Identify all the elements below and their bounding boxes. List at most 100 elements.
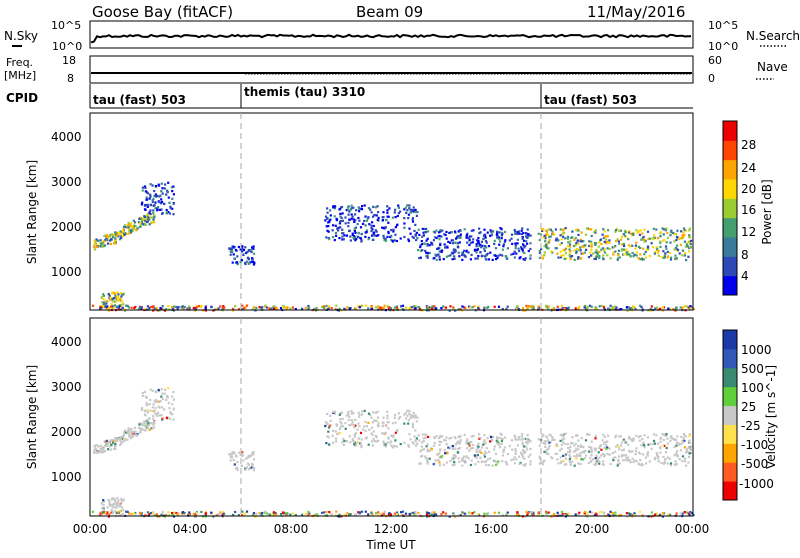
- velocity-echo: [457, 435, 460, 438]
- power-echo: [124, 224, 127, 227]
- power-echo: [467, 236, 470, 239]
- power-echo: [614, 230, 617, 233]
- power-echo: [93, 246, 96, 249]
- power-echo: [555, 247, 558, 250]
- velocity-echo: [384, 431, 387, 434]
- power-echo: [408, 227, 411, 230]
- velocity-echo: [551, 436, 554, 439]
- velocity-echo: [321, 511, 324, 514]
- velocity-echo: [354, 432, 357, 435]
- velocity-echo: [166, 396, 169, 399]
- velocity-echo: [332, 410, 335, 413]
- power-echo: [172, 213, 175, 216]
- power-echo: [554, 247, 557, 250]
- power-echo: [251, 246, 254, 249]
- velocity-echo: [451, 447, 455, 450]
- velocity-echo: [109, 504, 112, 507]
- velocity-echo: [681, 512, 684, 515]
- power-echo: [157, 206, 160, 209]
- power-y-ticks: 4000 3000 2000 1000: [51, 130, 82, 279]
- power-echo: [394, 233, 397, 236]
- velocity-echo: [471, 512, 474, 515]
- power-echo: [559, 234, 562, 237]
- power-echo: [581, 245, 584, 248]
- power-echo: [132, 219, 135, 222]
- velocity-echo: [373, 440, 376, 443]
- velocity-colorbar: 1000 500 100 25 -25 -100 -500 -1000 Velo…: [722, 329, 778, 501]
- power-echo: [165, 211, 168, 214]
- power-echo: [414, 210, 417, 214]
- velocity-echo: [595, 447, 598, 450]
- velocity-echo: [548, 441, 551, 444]
- power-echo: [615, 227, 619, 230]
- velocity-echo: [476, 453, 479, 457]
- velocity-echo: [361, 428, 365, 431]
- power-echo: [465, 234, 469, 237]
- power-echo: [117, 299, 120, 302]
- velocity-echo: [638, 510, 642, 513]
- velocity-echo: [518, 438, 521, 441]
- power-echo: [160, 198, 163, 201]
- power-echo: [602, 254, 605, 257]
- power-echo: [325, 236, 328, 239]
- power-echo: [489, 251, 492, 254]
- velocity-echo: [493, 511, 496, 514]
- velocity-echo: [520, 453, 523, 456]
- velocity-echo: [520, 451, 523, 454]
- velocity-echo: [438, 440, 441, 443]
- power-echo: [437, 231, 441, 234]
- velocity-echo: [466, 447, 469, 450]
- power-echo: [395, 307, 399, 310]
- power-echo: [510, 237, 513, 240]
- velocity-echo: [108, 500, 111, 503]
- power-echo: [572, 244, 576, 248]
- velocity-echo: [377, 422, 380, 425]
- power-echo: [616, 238, 619, 241]
- velocity-echo: [662, 438, 665, 442]
- velocity-echo: [120, 442, 123, 445]
- velocity-echo: [597, 451, 600, 454]
- velocity-echo: [659, 436, 663, 439]
- power-echo: [242, 248, 246, 252]
- velocity-echo: [252, 453, 255, 456]
- velocity-echo: [555, 452, 558, 455]
- power-echo: [652, 227, 655, 230]
- power-echo: [324, 219, 327, 222]
- velocity-echo: [588, 510, 592, 513]
- power-echo: [127, 221, 130, 225]
- power-echo: [239, 261, 242, 264]
- power-echo: [393, 211, 396, 214]
- power-echo: [657, 254, 660, 257]
- power-echo: [499, 240, 502, 243]
- velocity-echo: [219, 511, 222, 514]
- power-echo: [592, 252, 595, 255]
- power-echo: [502, 243, 506, 246]
- velocity-echo: [183, 511, 186, 514]
- velocity-echo: [387, 513, 390, 516]
- power-echo: [571, 230, 574, 233]
- velocity-echo: [152, 426, 156, 429]
- power-echo: [449, 241, 452, 244]
- power-echo: [385, 219, 388, 222]
- power-echo: [598, 254, 601, 258]
- power-echo: [120, 295, 123, 298]
- velocity-echo: [149, 388, 152, 391]
- power-echo: [407, 239, 411, 243]
- power-echo: [419, 249, 423, 252]
- power-echo: [334, 224, 337, 227]
- velocity-echo: [660, 461, 663, 464]
- power-echo: [105, 302, 108, 305]
- power-echo: [527, 233, 530, 236]
- power-echo: [439, 229, 442, 232]
- power-echo: [346, 306, 349, 309]
- power-echo: [353, 220, 356, 223]
- power-echo: [99, 245, 102, 248]
- power-echo: [510, 253, 513, 256]
- power-colorbar: 28 24 20 16 12 8 4 Power [dB]: [722, 120, 774, 296]
- power-echo: [574, 228, 578, 232]
- power-echo: [560, 304, 564, 307]
- power-echo: [252, 263, 255, 266]
- power-echo: [625, 306, 628, 309]
- velocity-echo: [475, 448, 478, 451]
- velocity-echo: [586, 511, 589, 514]
